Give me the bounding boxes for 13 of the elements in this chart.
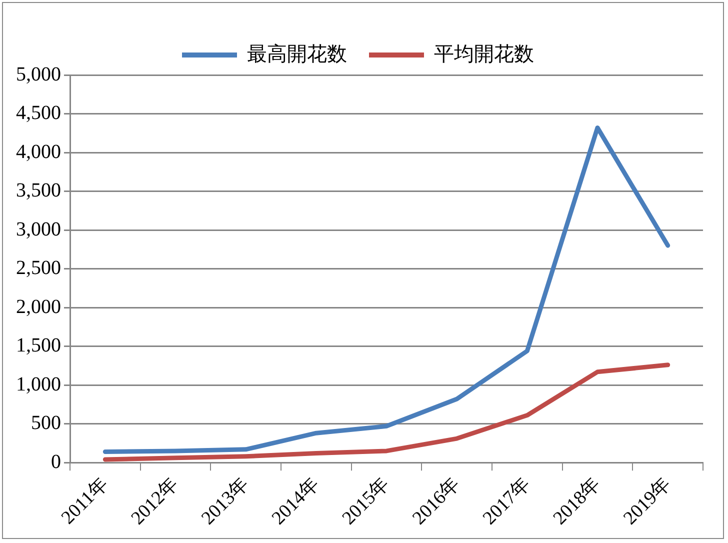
y-tick-label: 3,500 [16, 180, 61, 202]
y-tick-label: 1,500 [16, 334, 61, 357]
y-tick-label: 2,500 [16, 257, 61, 280]
y-tick-label: 4,500 [16, 102, 61, 124]
y-tick-label: 500 [31, 412, 61, 434]
legend-label: 平均開花数 [434, 43, 534, 66]
y-tick-label: 1,000 [16, 373, 61, 396]
y-tick-label: 4,000 [16, 140, 61, 163]
y-tick-label: 5,000 [16, 63, 61, 86]
y-tick-label: 2,000 [16, 296, 61, 318]
legend-label: 最高開花数 [247, 42, 347, 66]
y-tick-label: 3,000 [16, 218, 61, 240]
y-tick-label: 0 [51, 450, 61, 473]
